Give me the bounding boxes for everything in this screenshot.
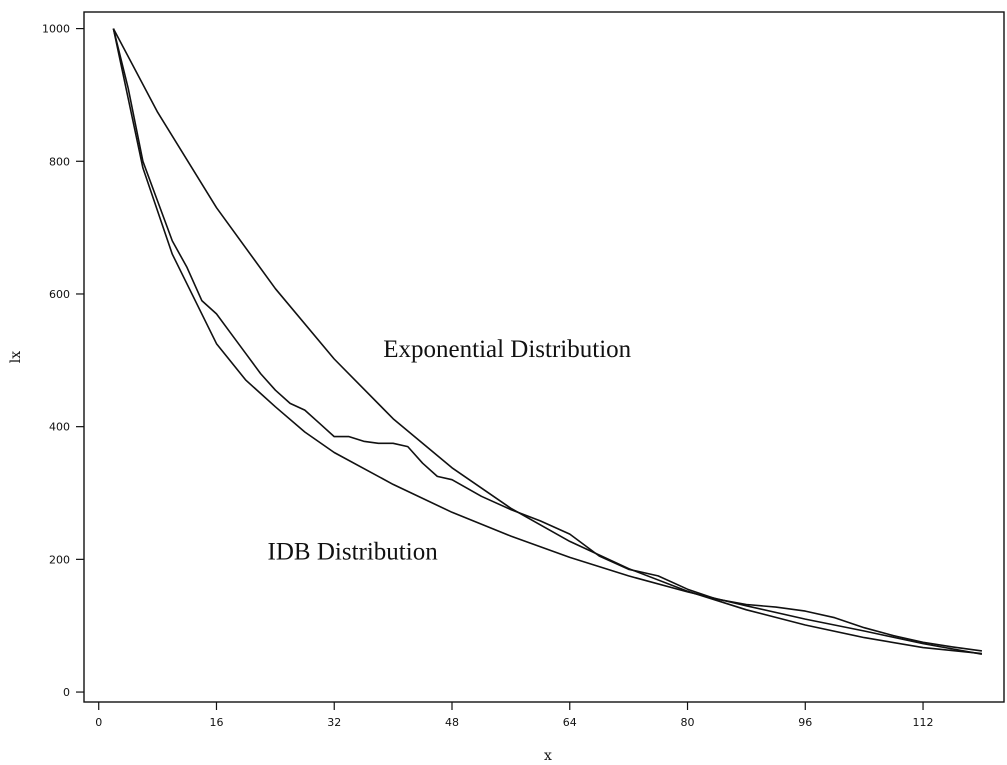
series-line-1: [112, 28, 982, 655]
x-tick-label: 48: [445, 716, 459, 729]
x-tick-label: 64: [563, 716, 577, 729]
y-tick-label: 200: [49, 553, 70, 566]
series-layer: [112, 28, 983, 655]
x-tick-label: 32: [327, 716, 341, 729]
y-tick-label: 400: [49, 421, 70, 434]
annotation-exponential: Exponential Distribution: [383, 336, 631, 363]
x-tick-label: 80: [681, 716, 695, 729]
x-tick-label: 16: [209, 716, 223, 729]
y-tick-label: 0: [63, 686, 70, 699]
tick-layer: 0 16 32 48 64 80 96 112 0 200 400 600 800 1000: [42, 23, 934, 729]
series-line-3: [112, 28, 983, 652]
y-tick-label: 600: [49, 288, 70, 301]
x-axis-title: x: [544, 748, 552, 764]
annotation-idb: IDB Distribution: [268, 538, 439, 565]
x-tick-label: 112: [913, 716, 934, 729]
y-tick-label: 1000: [42, 23, 70, 36]
x-tick-label: 0: [95, 716, 102, 729]
y-axis-title: lx: [8, 351, 24, 363]
y-tick-label: 800: [49, 155, 70, 168]
series-line-2: [112, 28, 983, 655]
plot-frame: [83, 11, 1005, 703]
x-tick-label: 96: [798, 716, 812, 729]
